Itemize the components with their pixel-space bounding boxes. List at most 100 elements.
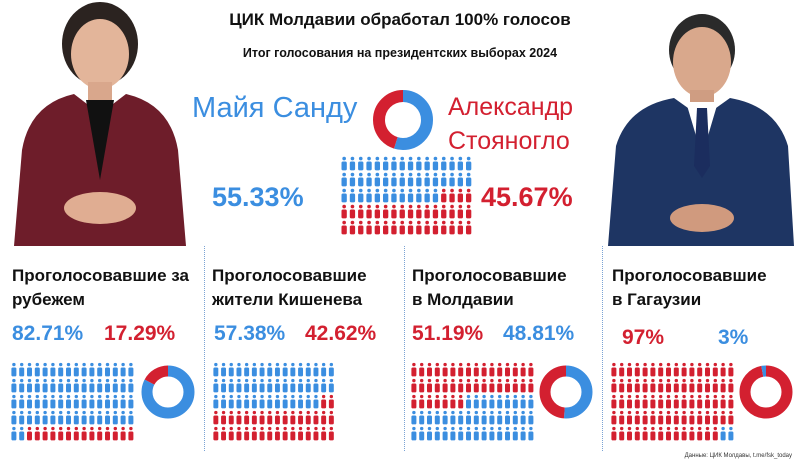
person-icon [442,426,448,441]
person-icon [298,426,304,441]
person-icon [321,410,327,425]
section-divider [602,246,603,451]
person-icon [221,426,227,441]
person-icon [712,426,718,441]
person-icon [341,188,347,203]
person-icon [244,378,250,393]
person-icon [481,394,487,409]
person-icon [642,410,648,425]
person-icon [634,362,640,377]
person-icon [313,426,319,441]
person-icon [611,394,617,409]
person-icon [112,394,118,409]
person-icon [411,362,417,377]
person-icon [441,204,447,219]
person-icon [282,362,288,377]
person-icon [457,156,464,171]
candidate-name-line2: Стояногло [448,127,570,155]
person-icon [282,378,288,393]
person-icon [58,378,64,393]
person-icon [290,362,296,377]
person-icon [442,394,448,409]
person-icon [697,378,703,393]
person-icon [697,426,703,441]
person-icon [120,394,126,409]
person-icon [611,410,617,425]
person-icon [432,204,439,219]
person-icon [251,410,257,425]
person-icon [505,394,510,409]
person-icon [97,378,103,393]
person-icon [497,378,503,393]
person-icon [27,410,32,425]
person-icon [328,410,334,425]
person-icon [619,426,625,441]
person-icon [244,426,250,441]
section-title-line: Проголосовавшие [612,266,767,285]
person-icon [407,204,414,219]
person-icon [349,188,356,203]
person-icon [434,394,440,409]
person-icon [424,172,430,187]
person-icon [411,410,417,425]
person-icon [650,410,656,425]
person-icon [313,362,319,377]
person-icon [642,426,648,441]
person-icon [313,410,319,425]
person-icon [382,204,389,219]
person-icon [520,362,526,377]
candidate-name-line1: Александр [448,93,574,121]
person-icon [627,378,632,393]
person-icon [427,426,432,441]
person-icon [120,362,126,377]
person-icon [481,410,487,425]
person-icon [720,426,726,441]
person-icon [411,426,417,441]
person-icon [244,394,250,409]
person-icon [407,188,414,203]
overall-pct-stoianoglo: 45.67% [481,182,573,212]
person-icon [298,410,304,425]
person-icon [681,394,687,409]
person-icon [473,378,479,393]
donut-abroad [141,365,195,419]
person-icon [58,410,64,425]
person-icon [441,172,447,187]
people-grid-gagauzia [611,362,734,441]
person-icon [58,394,64,409]
person-icon [520,378,526,393]
person-icon [419,426,425,441]
person-icon [213,362,219,377]
person-icon [251,362,257,377]
people-grid-abroad [11,362,134,441]
person-icon [497,410,503,425]
person-icon [97,394,103,409]
person-icon [705,394,710,409]
person-icon [221,362,227,377]
person-icon [251,378,257,393]
person-icon [27,378,32,393]
person-icon [274,362,280,377]
person-icon [366,220,372,235]
person-icon [450,362,456,377]
section-title-line: Проголосовавшие [212,266,367,285]
person-icon [81,426,87,441]
donut-slice-stoianoglo [373,90,433,150]
person-icon [427,362,432,377]
moldova-pct-sandu: 51.19% [412,322,484,345]
person-icon [442,378,448,393]
person-icon [274,410,280,425]
person-icon [697,394,703,409]
person-icon [81,378,87,393]
person-icon [497,394,503,409]
person-icon [66,426,71,441]
person-icon [391,204,397,219]
person-icon [81,410,87,425]
person-icon [457,220,464,235]
person-icon [274,394,280,409]
person-icon [627,426,632,441]
person-icon [313,378,319,393]
person-icon [305,426,311,441]
person-icon [259,410,265,425]
person-icon [528,378,534,393]
